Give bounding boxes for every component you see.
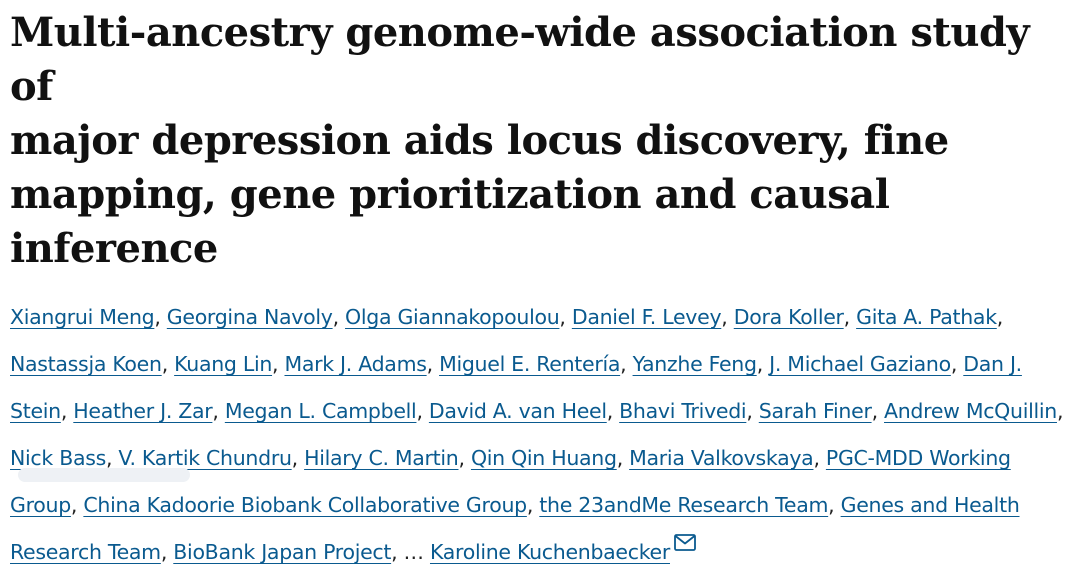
author-link[interactable]: Bhavi Trivedi: [619, 399, 747, 423]
title-line-1: Multi-ancestry genome-wide association s…: [10, 9, 1030, 110]
author-separator: ,: [746, 399, 759, 423]
author-item: J. Michael Gaziano,: [769, 352, 963, 376]
article-title: Multi-ancestry genome-wide association s…: [10, 6, 1072, 276]
author-item: Yanzhe Feng,: [633, 352, 770, 376]
author-link[interactable]: Dan J. Stein: [10, 352, 1022, 423]
author-link[interactable]: China Kadoorie Biobank Collaborative Gro…: [83, 493, 527, 517]
author-item: Xiangrui Meng,: [10, 305, 167, 329]
author-separator: ,: [616, 446, 630, 470]
author-item: Olga Giannakopoulou,: [345, 305, 572, 329]
author-separator: ,: [416, 399, 429, 423]
author-link[interactable]: David A. van Heel: [428, 399, 607, 423]
author-link[interactable]: Miguel E. Rentería: [439, 352, 621, 376]
author-separator: ,: [559, 305, 572, 329]
author-link[interactable]: Yanzhe Feng: [632, 352, 757, 376]
author-separator: ,: [756, 352, 770, 376]
author-item: Andrew McQuillin,: [884, 399, 1063, 423]
author-separator: ,: [426, 352, 440, 376]
author-link[interactable]: V. Kartik Chundru: [118, 446, 292, 470]
author-item: BioBank Japan Project, …: [173, 540, 430, 564]
article-header: Multi-ancestry genome-wide association s…: [10, 6, 1072, 576]
author-separator: ,: [721, 305, 734, 329]
author-item: David A. van Heel,: [429, 399, 619, 423]
author-separator: ,: [105, 446, 119, 470]
author-separator: ,: [950, 352, 964, 376]
author-link[interactable]: BioBank Japan Project: [173, 540, 392, 564]
author-item: Sarah Finer,: [759, 399, 884, 423]
author-separator: ,: [70, 493, 84, 517]
author-item: Bhavi Trivedi,: [619, 399, 759, 423]
author-separator: ,: [458, 446, 471, 470]
author-separator: ,: [212, 399, 225, 423]
author-item: Hilary C. Martin,: [304, 446, 471, 470]
author-separator: ,: [332, 305, 346, 329]
author-list: Xiangrui Meng, Georgina Navoly, Olga Gia…: [10, 294, 1072, 576]
author-item: Megan L. Campbell,: [225, 399, 429, 423]
title-line-3: mapping, gene prioritization and causal …: [10, 171, 890, 272]
author-item: Miguel E. Rentería,: [439, 352, 633, 376]
author-item: Daniel F. Levey,: [572, 305, 734, 329]
author-link[interactable]: Sarah Finer: [758, 399, 872, 423]
author-link[interactable]: J. Michael Gaziano: [769, 352, 951, 376]
author-separator: ,: [813, 446, 826, 470]
author-item: Nastassja Koen,: [10, 352, 174, 376]
author-separator: ,: [60, 399, 74, 423]
author-link[interactable]: Nick Bass: [10, 446, 106, 470]
author-item-corresponding: Karoline Kuchenbaecker: [429, 534, 696, 564]
author-item: Qin Qin Huang,: [471, 446, 629, 470]
author-separator: ,: [160, 540, 174, 564]
author-item: Dora Koller,: [734, 305, 856, 329]
author-item: Heather J. Zar,: [73, 399, 225, 423]
title-line-2: major depression aids locus discovery, f…: [10, 117, 949, 164]
author-separator: ,: [843, 305, 857, 329]
author-item: Kuang Lin,: [174, 352, 284, 376]
author-item: China Kadoorie Biobank Collaborative Gro…: [83, 493, 539, 517]
author-link[interactable]: Olga Giannakopoulou: [345, 305, 560, 329]
author-link-corresponding[interactable]: Karoline Kuchenbaecker: [429, 540, 670, 564]
author-link[interactable]: Mark J. Adams: [284, 352, 427, 376]
author-link[interactable]: Andrew McQuillin: [884, 399, 1057, 423]
author-separator: ,: [606, 399, 620, 423]
author-separator: ,: [154, 305, 167, 329]
author-item: Nick Bass,: [10, 446, 118, 470]
author-item: Gita A. Pathak,: [856, 305, 1003, 329]
author-link[interactable]: Dora Koller: [733, 305, 844, 329]
author-link[interactable]: Megan L. Campbell: [224, 399, 417, 423]
author-separator: ,: [828, 493, 841, 517]
author-item: Mark J. Adams,: [284, 352, 439, 376]
author-separator: ,: [871, 399, 885, 423]
section-tab-pill[interactable]: [18, 468, 190, 482]
author-link[interactable]: Daniel F. Levey: [571, 305, 722, 329]
author-link[interactable]: the 23andMe Research Team: [539, 493, 829, 517]
author-separator: ,: [272, 352, 285, 376]
author-link[interactable]: Gita A. Pathak: [856, 305, 997, 329]
author-link[interactable]: Nastassja Koen: [10, 352, 162, 376]
author-separator: , …: [391, 540, 430, 564]
author-separator: ,: [1056, 399, 1064, 423]
author-link[interactable]: Xiangrui Meng: [10, 305, 155, 329]
author-link[interactable]: Hilary C. Martin: [304, 446, 459, 470]
author-item: the 23andMe Research Team,: [539, 493, 840, 517]
author-separator: ,: [620, 352, 633, 376]
author-link[interactable]: Qin Qin Huang: [470, 446, 617, 470]
author-item: Maria Valkovskaya,: [629, 446, 826, 470]
author-separator: ,: [996, 305, 1004, 329]
author-link[interactable]: Kuang Lin: [174, 352, 273, 376]
author-item: Dan J. Stein,: [10, 352, 1022, 423]
author-link[interactable]: Heather J. Zar: [73, 399, 213, 423]
author-separator: ,: [291, 446, 305, 470]
author-link[interactable]: Maria Valkovskaya: [629, 446, 814, 470]
author-item: Georgina Navoly,: [167, 305, 345, 329]
author-item: V. Kartik Chundru,: [118, 446, 304, 470]
author-separator: ,: [526, 493, 540, 517]
author-link[interactable]: Georgina Navoly: [166, 305, 333, 329]
envelope-icon[interactable]: [674, 534, 696, 551]
author-separator: ,: [161, 352, 175, 376]
